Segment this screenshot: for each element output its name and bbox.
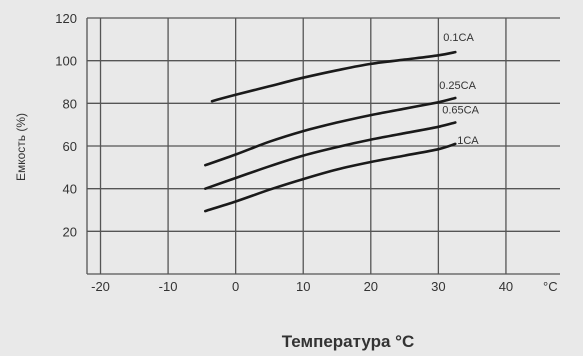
y-tick-label: 120 <box>55 11 77 26</box>
y-axis-label: Емкость (%) <box>14 113 28 181</box>
series-lines <box>204 50 457 213</box>
series-line-0_65CA <box>204 121 457 190</box>
x-tick-label: 30 <box>431 279 445 294</box>
y-tick-label: 80 <box>63 96 77 111</box>
series-label: 1CA <box>457 135 479 147</box>
series-label: 0.1CA <box>443 32 474 44</box>
x-tick-label: 0 <box>232 279 239 294</box>
x-unit-label: °C <box>543 279 558 294</box>
x-tick-label: 20 <box>364 279 378 294</box>
series-line-0_25CA <box>204 96 457 167</box>
y-tick-label: 100 <box>55 54 77 69</box>
y-tick-label: 20 <box>63 224 77 239</box>
x-tick-label: 40 <box>499 279 513 294</box>
x-tick-label: -20 <box>91 279 110 294</box>
series-line-1CA <box>204 142 457 213</box>
series-line-0_1CA <box>210 50 457 103</box>
x-axis-label: Температура °C <box>282 332 415 351</box>
series-label: 0.65CA <box>442 105 479 117</box>
x-tick-label: 10 <box>296 279 310 294</box>
series-labels: 0.1CA 0.25CA 0.65CA 1CA <box>439 32 479 147</box>
tick-labels: -20 -10 0 10 20 30 40 20 40 60 80 100 120 <box>55 11 513 294</box>
y-tick-label: 60 <box>63 139 77 154</box>
y-tick-label: 40 <box>63 182 77 197</box>
x-tick-label: -10 <box>159 279 178 294</box>
grid <box>86 17 560 275</box>
series-label: 0.25CA <box>439 80 476 92</box>
